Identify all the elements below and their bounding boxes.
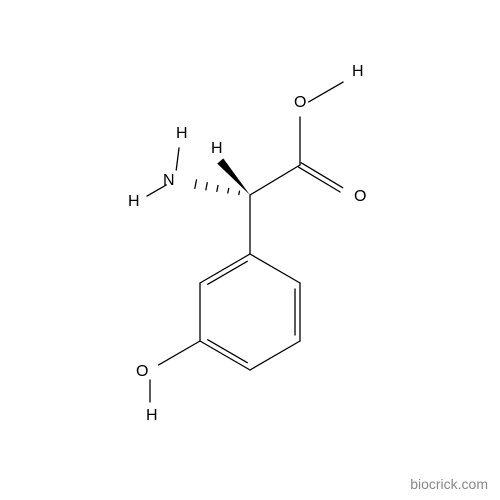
- atom-label-NH2: H: [128, 193, 140, 210]
- atom-label-Odbl: O: [354, 188, 366, 205]
- atom-label-N: N: [163, 172, 175, 189]
- atom-label-CaH: H: [211, 140, 223, 157]
- molecule-diagram: N H H H O O H O H: [0, 0, 500, 500]
- atom-label-H_oh1: H: [352, 63, 364, 80]
- atom-label-Oring: O: [136, 363, 148, 380]
- watermark-text: biocrick.com: [410, 476, 488, 492]
- atom-label-NH1: H: [176, 125, 188, 142]
- atom-label-OringH: H: [146, 407, 158, 424]
- atom-label-Ooh: O: [294, 94, 306, 111]
